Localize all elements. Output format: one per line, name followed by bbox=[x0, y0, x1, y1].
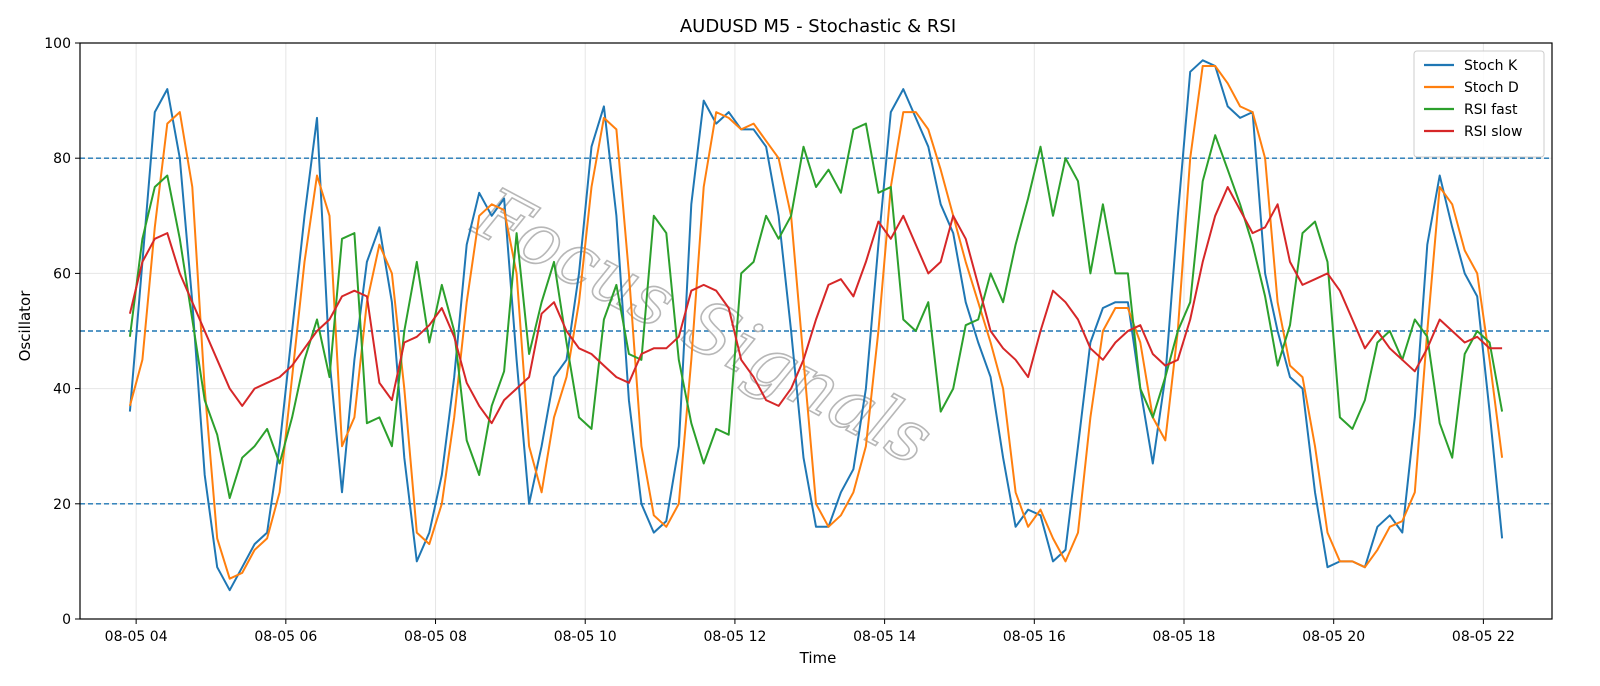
series-line-rsi-fast bbox=[128, 122, 1504, 499]
x-tick-label: 08-05 22 bbox=[1452, 629, 1515, 645]
chart-title: AUDUSD M5 - Stochastic & RSI bbox=[680, 16, 956, 37]
x-axis: 08-05 04 08-05 06 08-05 08 08-05 10 08-05 12… bbox=[105, 619, 1515, 645]
x-tick-label: 08-05 10 bbox=[554, 629, 617, 645]
legend-label: Stoch K bbox=[1464, 58, 1518, 74]
series-line-stoch-k bbox=[128, 59, 1504, 592]
legend: Stoch K Stoch D RSI fast RSI slow bbox=[1413, 50, 1545, 158]
x-tick-label: 08-05 12 bbox=[703, 629, 766, 645]
series-line-rsi-slow bbox=[128, 186, 1503, 425]
x-tick-label: 08-05 04 bbox=[105, 629, 168, 645]
x-tick-label: 08-05 06 bbox=[254, 629, 317, 645]
series-group bbox=[128, 59, 1504, 592]
y-tick-label: 20 bbox=[53, 497, 71, 513]
y-axis: 0 20 40 60 80 100 bbox=[44, 36, 80, 628]
y-tick-label: 40 bbox=[53, 382, 71, 398]
y-tick-label: 80 bbox=[53, 151, 71, 167]
y-tick-label: 0 bbox=[62, 612, 71, 628]
y-tick-label: 60 bbox=[53, 266, 71, 282]
legend-label: Stoch D bbox=[1464, 80, 1519, 96]
x-tick-label: 08-05 20 bbox=[1302, 629, 1365, 645]
x-axis-label: Time bbox=[799, 649, 837, 667]
series-line-stoch-d bbox=[128, 65, 1504, 580]
y-axis-label: Oscillator bbox=[16, 290, 34, 362]
x-tick-label: 08-05 16 bbox=[1003, 629, 1066, 645]
legend-label: RSI fast bbox=[1464, 102, 1518, 118]
x-tick-label: 08-05 18 bbox=[1153, 629, 1216, 645]
y-tick-label: 100 bbox=[44, 36, 71, 52]
plot-frame bbox=[79, 42, 1553, 620]
x-tick-label: 08-05 08 bbox=[404, 629, 467, 645]
legend-label: RSI slow bbox=[1464, 124, 1522, 140]
x-tick-label: 08-05 14 bbox=[853, 629, 916, 645]
